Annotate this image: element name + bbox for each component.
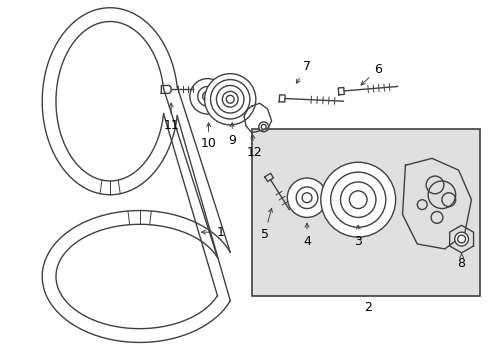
Text: 12: 12: [246, 135, 262, 159]
Text: 1: 1: [201, 226, 224, 239]
Circle shape: [416, 200, 426, 210]
Text: 10: 10: [200, 123, 216, 150]
Text: 3: 3: [353, 225, 362, 248]
Circle shape: [258, 122, 268, 132]
Bar: [251, 129, 479, 296]
Circle shape: [425, 176, 443, 194]
Text: 2: 2: [364, 301, 371, 315]
Text: 7: 7: [296, 60, 310, 83]
Text: 8: 8: [457, 254, 465, 270]
Text: 4: 4: [303, 223, 310, 248]
Text: 9: 9: [228, 123, 236, 147]
Circle shape: [204, 74, 255, 125]
Circle shape: [287, 178, 326, 217]
Text: 11: 11: [163, 103, 179, 132]
Circle shape: [320, 162, 395, 237]
Circle shape: [189, 78, 225, 114]
Circle shape: [430, 212, 442, 223]
Circle shape: [454, 232, 468, 246]
Text: 5: 5: [260, 208, 272, 240]
Text: 6: 6: [360, 63, 381, 85]
Circle shape: [441, 193, 455, 207]
